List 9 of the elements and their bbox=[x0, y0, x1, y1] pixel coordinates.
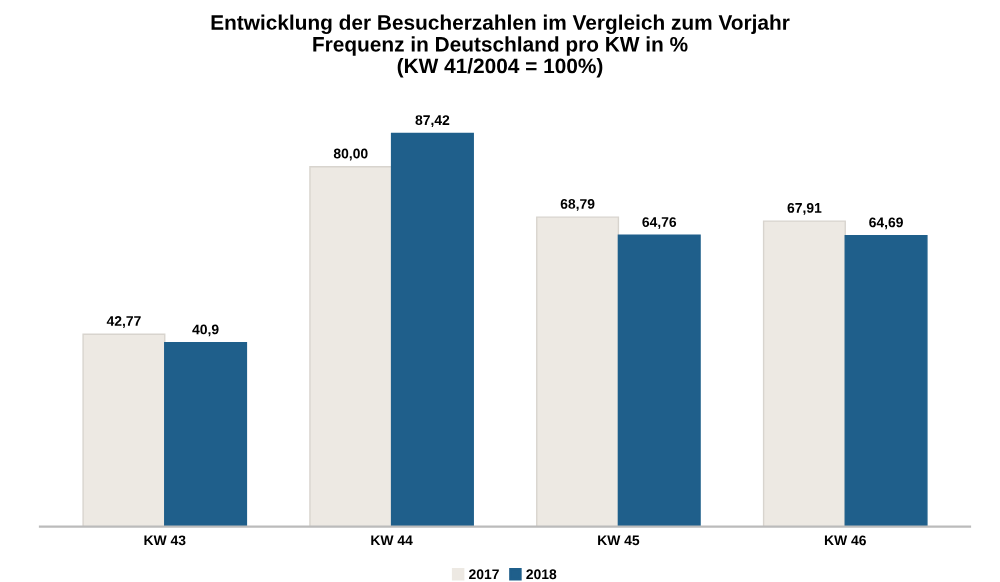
bar bbox=[844, 234, 928, 527]
chart-title: Entwicklung der Besucherzahlen im Vergleich zum Vorjahr Frequenz in Deutschland pro KW in % (KW 41/2004 = 100%) bbox=[211, 14, 790, 78]
bar bbox=[762, 220, 846, 527]
bar bbox=[390, 132, 474, 527]
bar bbox=[82, 333, 166, 527]
bar bbox=[536, 216, 620, 527]
bar bbox=[164, 341, 248, 527]
bar bbox=[309, 166, 393, 527]
bar bbox=[617, 234, 701, 527]
